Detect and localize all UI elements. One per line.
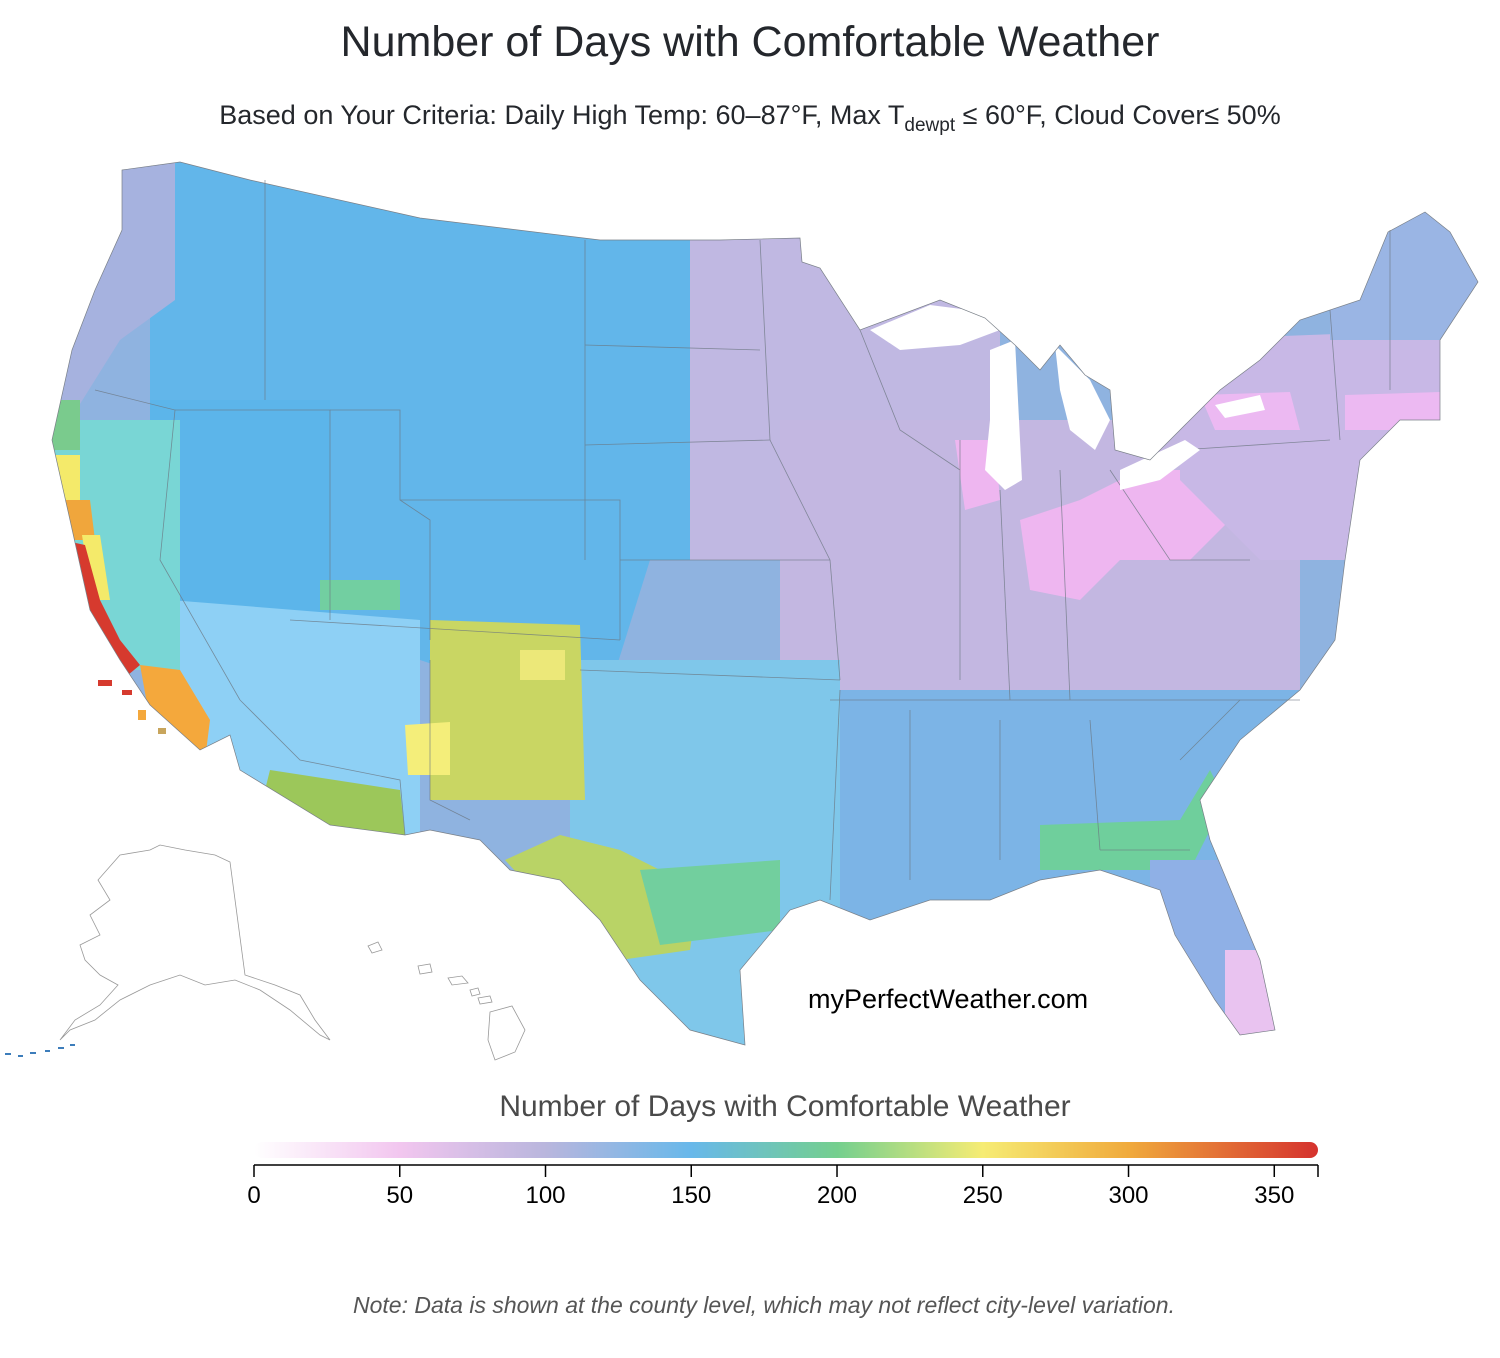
region-new-mexico-yellow[interactable] bbox=[405, 722, 450, 775]
conus-outline bbox=[51, 161, 1479, 1046]
great-lakes bbox=[870, 305, 1265, 490]
legend-tick-label: 0 bbox=[247, 1182, 260, 1209]
map-title: Number of Days with Comfortable Weather bbox=[340, 18, 1160, 66]
region-arizona-south[interactable] bbox=[265, 770, 405, 835]
us-county-map[interactable] bbox=[0, 150, 1500, 1070]
region-california-north-coast[interactable] bbox=[82, 535, 110, 600]
legend-tick-label: 50 bbox=[386, 1182, 413, 1209]
legend-title: Number of Days with Comfortable Weather bbox=[499, 1090, 1071, 1123]
legend-tick-label: 100 bbox=[525, 1182, 565, 1209]
state-borders bbox=[94, 180, 1391, 901]
hawaii-outline bbox=[367, 941, 526, 1061]
region-california-north-coast[interactable] bbox=[50, 455, 80, 500]
legend-tick-label: 150 bbox=[671, 1182, 711, 1209]
region-south-texas[interactable] bbox=[505, 835, 700, 960]
legend-tick-label: 300 bbox=[1108, 1182, 1148, 1209]
subtitle-subscript: dewpt bbox=[904, 115, 956, 136]
conus-shape bbox=[40, 162, 1500, 1045]
region-bay-area[interactable] bbox=[55, 500, 95, 540]
color-legend: 0 50 100 150 200 250 300 350 bbox=[247, 1142, 1319, 1209]
region-colorado-green[interactable] bbox=[320, 580, 400, 610]
legend-tick-label: 200 bbox=[817, 1182, 857, 1209]
region-new-england-north[interactable] bbox=[1330, 200, 1500, 340]
legend-gradient-bar bbox=[254, 1142, 1318, 1158]
region-gulf-coast-green[interactable] bbox=[1040, 770, 1225, 870]
alaska-outline bbox=[59, 844, 331, 1041]
subtitle-prefix: Based on Your Criteria: Daily High Temp:… bbox=[219, 100, 905, 130]
map-subtitle: Based on Your Criteria: Daily High Temp:… bbox=[0, 100, 1500, 137]
region-california-north[interactable] bbox=[40, 400, 80, 450]
watermark[interactable]: myPerfectWeather.com bbox=[808, 984, 1089, 1014]
region-new-mexico-yellow[interactable] bbox=[520, 650, 565, 680]
region-texas-green[interactable] bbox=[640, 860, 780, 945]
subtitle-suffix: ≤ 60°F, Cloud Cover≤ 50% bbox=[955, 100, 1281, 130]
footnote: Note: Data is shown at the county level,… bbox=[353, 1292, 1175, 1318]
region-south-florida[interactable] bbox=[1225, 950, 1290, 1040]
legend-tick-label: 350 bbox=[1254, 1182, 1294, 1209]
region-great-lakes-pink[interactable] bbox=[1020, 470, 1230, 600]
region-new-mexico[interactable] bbox=[430, 620, 585, 800]
region-northeast-pink[interactable] bbox=[1345, 392, 1440, 430]
aleutian-islands bbox=[5, 1044, 75, 1057]
region-southern-california[interactable] bbox=[140, 665, 210, 760]
legend-tick-label: 250 bbox=[963, 1182, 1003, 1209]
channel-islands bbox=[98, 680, 166, 734]
